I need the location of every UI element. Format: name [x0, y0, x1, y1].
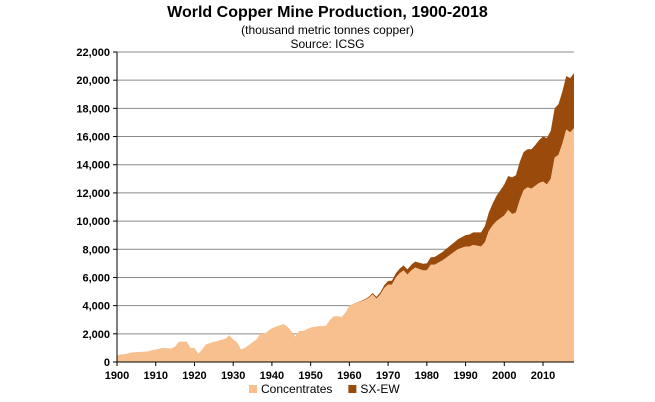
x-tick-label: 1970 — [376, 370, 400, 382]
x-tick-label: 1950 — [298, 370, 322, 382]
x-tick-label: 2000 — [492, 370, 516, 382]
y-tick-label: 2,000 — [82, 329, 110, 341]
x-tick-label: 1920 — [182, 370, 206, 382]
legend: Concentrates SX-EW — [249, 382, 400, 396]
y-tick-label: 22,000 — [76, 47, 110, 59]
x-tick-labels: 1900 1910 1920 1930 1940 1950 1960 1970 1980 1990… — [105, 370, 556, 382]
axes — [116, 52, 574, 363]
y-tick-label: 4,000 — [82, 301, 110, 313]
chart-subtitle: (thousand metric tonnes copper) — [241, 23, 414, 37]
y-tick-labels: 0 2,000 4,000 6,000 8,000 10,000 12,000 14,000 1… — [76, 47, 110, 369]
x-tick-label: 1910 — [143, 370, 167, 382]
legend-label: Concentrates — [261, 382, 332, 396]
x-tick-label: 1930 — [221, 370, 245, 382]
y-tick-label: 14,000 — [76, 160, 110, 172]
y-tick-label: 0 — [104, 357, 110, 369]
y-tick-label: 16,000 — [76, 132, 110, 144]
series-concentrates-area — [117, 128, 574, 362]
y-tick-label: 12,000 — [76, 188, 110, 200]
chart-title: World Copper Mine Production, 1900-2018 — [167, 4, 488, 21]
x-tick-label: 1900 — [105, 370, 129, 382]
x-tick-label: 1940 — [260, 370, 284, 382]
y-tick-label: 6,000 — [82, 272, 110, 284]
legend-label: SX-EW — [360, 382, 400, 396]
series-areas — [117, 73, 574, 362]
legend-swatch — [249, 385, 257, 393]
x-tick-label: 1960 — [337, 370, 361, 382]
chart-source: Source: ICSG — [290, 37, 365, 51]
x-tick-label: 1980 — [415, 370, 439, 382]
y-tick-label: 8,000 — [82, 244, 110, 256]
y-tick-label: 20,000 — [76, 75, 110, 87]
y-tick-label: 18,000 — [76, 103, 110, 115]
x-tick-label: 1990 — [453, 370, 477, 382]
legend-swatch — [348, 385, 357, 393]
y-tick-label: 10,000 — [76, 216, 110, 228]
x-tick-label: 2010 — [531, 370, 555, 382]
